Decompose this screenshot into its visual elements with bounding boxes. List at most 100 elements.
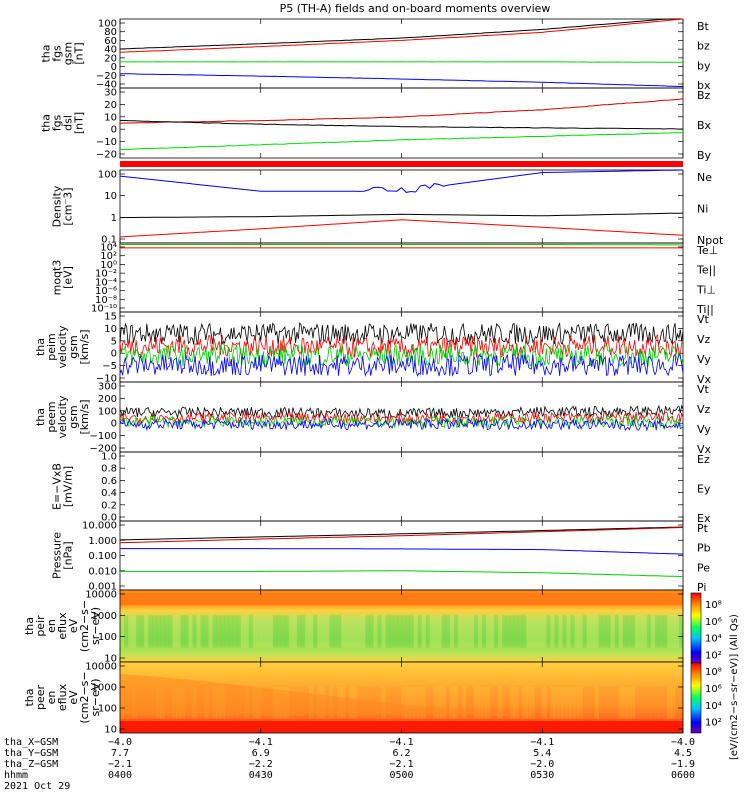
- peer_spec-cell: [666, 686, 672, 719]
- peir_spec-cell: [566, 615, 571, 648]
- peer_spec-cell: [598, 686, 603, 719]
- peer_spec-cell: [586, 686, 591, 719]
- peir_spec-cell: [313, 615, 318, 648]
- peer_spec-cell: [582, 686, 587, 719]
- peir_spec-cell: [168, 615, 173, 648]
- orbit-row-label: tha_Z−GSM: [4, 759, 58, 770]
- fgs_dsl-tick-label: 0: [111, 125, 117, 136]
- legend-density-0: Ne: [697, 171, 712, 184]
- peir_spec-cell: [538, 615, 543, 648]
- efield-tick-label: 0.4: [101, 488, 117, 499]
- peir_spec-cell: [292, 615, 298, 648]
- peer_spec-cell: [465, 686, 471, 719]
- peir_spec-cell: [518, 615, 523, 648]
- fgs_dsl-ylabel: [nT]: [73, 112, 86, 134]
- series-fgs_dsl-Bz: [119, 98, 684, 124]
- series-pressure-Pe: [120, 570, 684, 578]
- peir_spec-cell: [658, 615, 664, 648]
- temperature-ylabel: [eV]: [62, 266, 75, 289]
- peir_spec-cell: [477, 615, 483, 648]
- peir_spec-cell: [196, 615, 201, 648]
- peer_spec-cell: [522, 686, 527, 719]
- peim_vel-tick-label: 5: [111, 336, 117, 347]
- peir_spec-cell: [670, 615, 676, 648]
- fgs_gsm-tick-label: −20: [96, 71, 117, 82]
- peir_spec-cell: [550, 615, 555, 648]
- peer_spec-cell: [550, 686, 555, 719]
- peer_spec-cell: [534, 686, 539, 719]
- legend-fgs_dsl-1: Bx: [697, 119, 712, 132]
- peer_spec-cell: [650, 686, 656, 719]
- peir_spec-cell: [485, 615, 491, 648]
- peir_spec-cell: [662, 615, 668, 648]
- peir_spec-cell: [224, 615, 229, 648]
- legend-pressure-0: Pt: [697, 522, 709, 535]
- legend-density-2: Npot: [697, 234, 724, 247]
- colorbar-tick-label: 10⁸: [705, 667, 722, 678]
- mode-bar: [120, 161, 683, 167]
- peer_spec-ylabel: peer: [34, 685, 47, 711]
- peer_spec-cell: [441, 686, 447, 719]
- peir_spec-cell: [317, 615, 322, 648]
- peer_spec-cell: [602, 686, 607, 719]
- legend-peem_vel-1: Vz: [697, 403, 711, 416]
- series-pressure-Pi: [120, 548, 684, 555]
- series-fgs_gsm-bz: [119, 18, 684, 53]
- peer_spec-cell: [445, 686, 451, 719]
- orbit-value: 6.2: [392, 748, 410, 759]
- fgs_gsm-tick-label: 60: [104, 36, 117, 47]
- peer_spec-cell: [437, 686, 443, 719]
- fgs_dsl-tick-label: −20: [96, 150, 117, 161]
- peer_spec-cell: [429, 686, 435, 719]
- peir_spec-cell: [638, 615, 644, 648]
- legend-efield-2: Ex: [697, 512, 711, 525]
- orbit-value: −1.9: [671, 759, 695, 770]
- peir_spec-cell: [296, 615, 302, 648]
- peir_spec-cell: [409, 615, 414, 648]
- peer_spec-cell: [502, 686, 507, 719]
- peer_spec-cell: [473, 686, 479, 719]
- peer_spec-tick-label: 10: [104, 725, 117, 736]
- peir_spec-cell: [650, 615, 656, 648]
- peir_spec-cell: [212, 615, 217, 648]
- peir_spec-cell: [288, 615, 294, 648]
- peer_spec-cell: [506, 686, 511, 719]
- orbit-value: 0400: [108, 770, 132, 781]
- legend-peem_vel-3: Vx: [697, 443, 712, 456]
- legend-peem_vel-2: Vy: [697, 423, 711, 436]
- peer_spec-cell: [630, 686, 636, 719]
- peir_spec-cell: [341, 615, 346, 648]
- peir_spec-cell: [152, 615, 157, 648]
- peer_spec-cell: [405, 686, 410, 719]
- peir_spec-cell: [506, 615, 511, 648]
- peer_spec-cell: [433, 686, 439, 719]
- peir_spec-cell: [453, 615, 459, 648]
- peir_spec-cell: [481, 615, 487, 648]
- peir_spec-cell: [514, 615, 519, 648]
- peir_spec-cell: [120, 615, 125, 648]
- colorbar-tick-label: 10⁴: [705, 634, 722, 645]
- colorbar-tick-label: 10⁸: [705, 600, 722, 611]
- peir_spec-cell: [546, 615, 551, 648]
- orbit-value: −4.1: [530, 737, 554, 748]
- orbit-value: −2.1: [389, 759, 413, 770]
- density-tick-label: 10: [104, 191, 117, 202]
- peer_spec-cell: [538, 686, 543, 719]
- fgs_gsm-tick-label: 20: [104, 53, 117, 64]
- peir_spec-cell: [148, 615, 153, 648]
- temperature-tick-label: 10⁻²: [95, 269, 117, 280]
- peer_spec-tick-label: 100: [98, 704, 117, 715]
- peir_spec-cell: [437, 615, 443, 648]
- efield-tick-label: 0.2: [101, 500, 117, 511]
- fgs_dsl-ylabel: tha: [40, 114, 53, 132]
- peir_spec-cell: [244, 615, 250, 648]
- peir-spectrogram-high-energy: [120, 593, 683, 605]
- peir_spec-cell: [562, 615, 567, 648]
- peer_spec-cell: [562, 686, 567, 719]
- peer_spec-cell: [546, 686, 551, 719]
- series-fgs_dsl-Bx: [119, 119, 683, 130]
- peir_spec-cell: [465, 615, 471, 648]
- colorbar-tick-label: 10²: [705, 718, 722, 729]
- peir_spec-cell: [678, 615, 684, 648]
- peer_spec-tick-label: 10000: [85, 662, 117, 673]
